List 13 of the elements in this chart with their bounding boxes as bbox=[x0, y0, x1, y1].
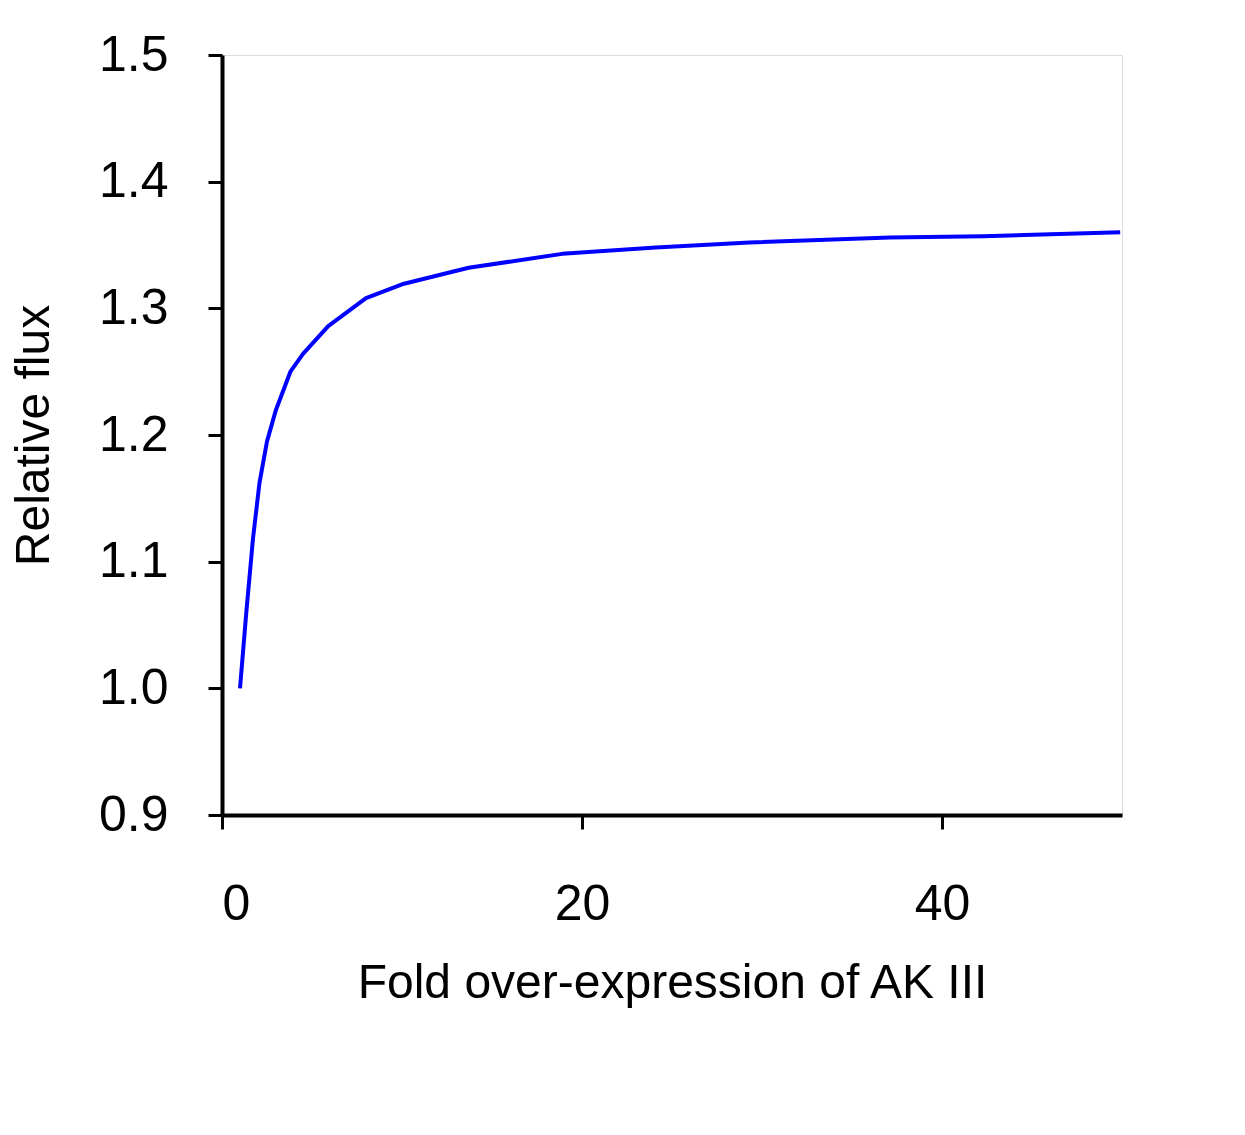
y-axis-title: Relative flux bbox=[5, 304, 59, 567]
y-tick-label: 1.5 bbox=[98, 25, 169, 82]
y-tick-label: 1.3 bbox=[98, 278, 169, 335]
x-tick-label: 0 bbox=[222, 874, 251, 931]
x-axis-title: Fold over-expression of AK III bbox=[357, 954, 988, 1008]
y-tick-label: 1.2 bbox=[98, 405, 169, 462]
y-tick-label: 1.4 bbox=[98, 152, 169, 209]
line-series bbox=[238, 230, 1123, 691]
y-tick-label: 0.9 bbox=[98, 785, 169, 842]
x-tick-label: 20 bbox=[554, 874, 611, 931]
y-tick-label: 1.0 bbox=[98, 658, 169, 715]
x-tick-label: 40 bbox=[914, 874, 971, 931]
y-tick-label: 1.1 bbox=[98, 532, 169, 589]
